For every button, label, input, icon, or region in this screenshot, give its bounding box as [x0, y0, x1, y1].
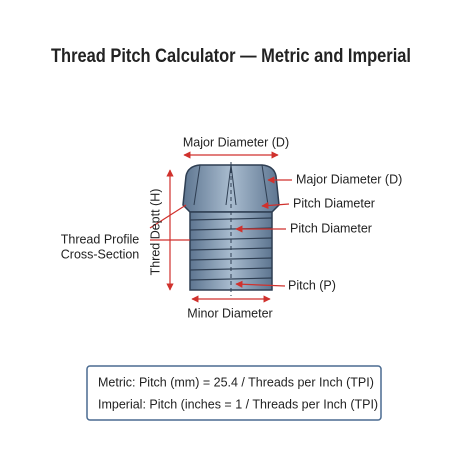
title: Thread Pitch Calculator — Metric and Imp…: [51, 46, 411, 67]
profile-label: Cross-Section: [61, 247, 140, 261]
bolt: [182, 162, 280, 296]
formula: Metric: Pitch (mm) = 25.4 / Threads per …: [98, 375, 374, 389]
bottom-dimension: Minor Diameter: [187, 306, 272, 320]
dimension-lines: [149, 151, 292, 303]
formula: Imperial: Pitch (inches = 1 / Threads pe…: [98, 397, 378, 411]
profile-label: Thread Profile: [61, 232, 140, 246]
formula-box: [86, 365, 382, 421]
callout: Pitch Diameter: [290, 221, 372, 235]
callout: Pitch Diameter: [293, 196, 375, 210]
callout: Major Diameter (D): [296, 172, 402, 186]
callout: Pitch (P): [288, 278, 336, 292]
side-dimension: Thred Deptt (H): [148, 189, 162, 276]
top-dimension: Major Diameter (D): [183, 135, 289, 149]
